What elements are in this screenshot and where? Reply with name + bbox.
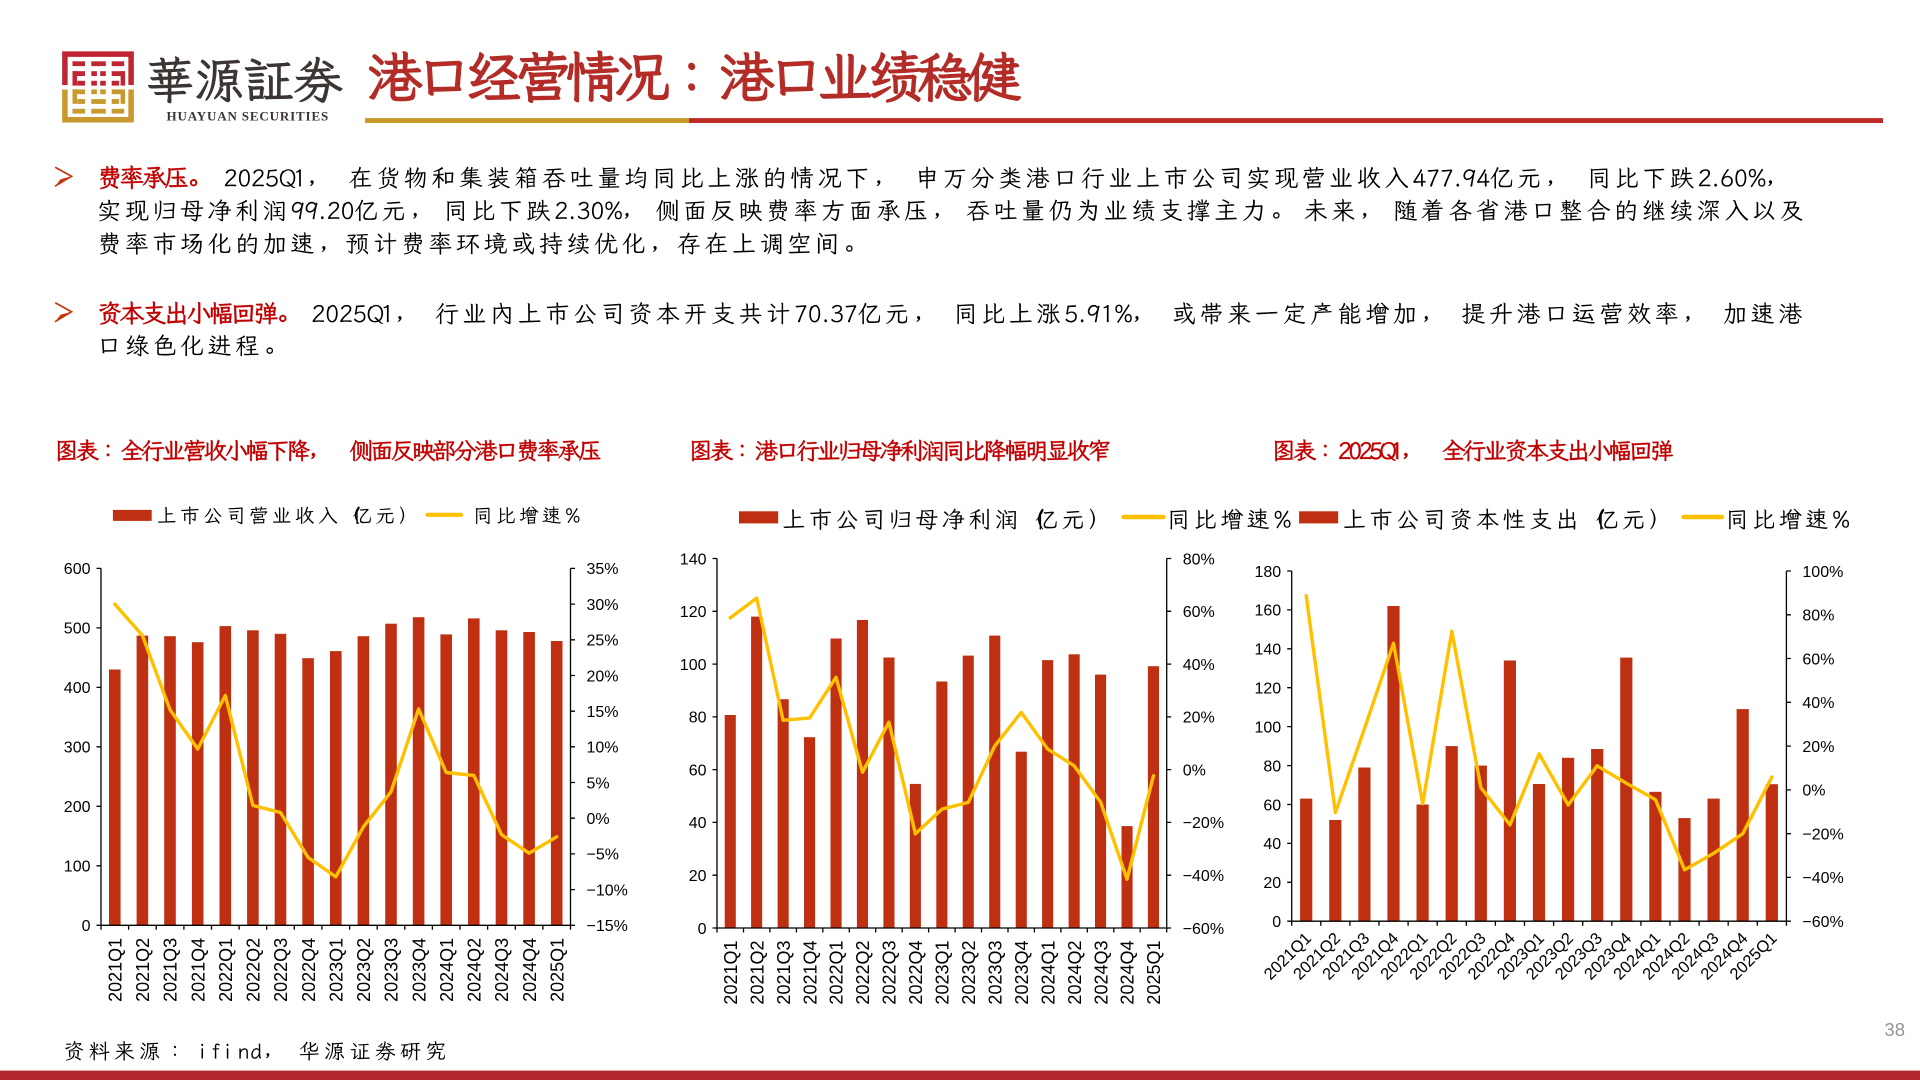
svg-text:−60%: −60%: [1183, 921, 1224, 938]
svg-text:35%: 35%: [587, 561, 619, 578]
svg-text:5%: 5%: [587, 775, 610, 792]
svg-text:2024Q1: 2024Q1: [1038, 941, 1058, 1005]
svg-text:−40%: −40%: [1802, 870, 1843, 887]
svg-text:2022Q4: 2022Q4: [906, 941, 926, 1005]
svg-text:10%: 10%: [587, 740, 619, 757]
svg-text:2025Q1: 2025Q1: [1144, 941, 1164, 1005]
svg-text:20%: 20%: [587, 668, 619, 685]
svg-text:−20%: −20%: [1802, 827, 1843, 844]
svg-text:15%: 15%: [587, 704, 619, 721]
svg-text:500: 500: [64, 621, 91, 638]
svg-text:HUAYUAN SECURITIES: HUAYUAN SECURITIES: [167, 109, 330, 124]
svg-text:2024Q4: 2024Q4: [520, 938, 540, 1002]
svg-text:2023Q1: 2023Q1: [326, 938, 346, 1002]
svg-text:2023Q1: 2023Q1: [933, 941, 953, 1005]
svg-text:2024Q1: 2024Q1: [437, 938, 457, 1002]
svg-text:2024Q2: 2024Q2: [1065, 941, 1085, 1005]
svg-text:0%: 0%: [1802, 783, 1825, 800]
svg-text:80: 80: [689, 710, 707, 727]
svg-text:0%: 0%: [587, 811, 610, 828]
svg-text:20%: 20%: [1802, 739, 1834, 756]
svg-text:200: 200: [64, 799, 91, 816]
svg-text:20%: 20%: [1183, 710, 1215, 727]
svg-text:2021Q1: 2021Q1: [106, 938, 126, 1002]
svg-text:2021Q2: 2021Q2: [747, 941, 767, 1005]
svg-text:180: 180: [1254, 564, 1281, 581]
svg-text:140: 140: [1254, 642, 1281, 659]
svg-text:0: 0: [1272, 914, 1281, 931]
svg-text:25%: 25%: [587, 633, 619, 650]
svg-text:400: 400: [64, 680, 91, 697]
svg-text:60: 60: [1263, 797, 1281, 814]
svg-text:2022Q3: 2022Q3: [880, 941, 900, 1005]
svg-text:0: 0: [82, 918, 91, 935]
svg-text:20: 20: [1263, 875, 1281, 892]
svg-text:40: 40: [689, 815, 707, 832]
svg-text:40%: 40%: [1802, 695, 1834, 712]
svg-text:2023Q3: 2023Q3: [382, 938, 402, 1002]
svg-text:2022Q4: 2022Q4: [299, 938, 319, 1002]
svg-text:60%: 60%: [1802, 651, 1834, 668]
svg-text:2022Q1: 2022Q1: [827, 941, 847, 1005]
svg-text:2021Q3: 2021Q3: [161, 938, 181, 1002]
svg-text:100%: 100%: [1802, 564, 1843, 581]
svg-text:2024Q3: 2024Q3: [1091, 941, 1111, 1005]
svg-text:100: 100: [64, 859, 91, 876]
svg-text:2022Q3: 2022Q3: [271, 938, 291, 1002]
svg-text:2023Q4: 2023Q4: [1012, 941, 1032, 1005]
svg-text:2021Q1: 2021Q1: [721, 941, 741, 1005]
svg-text:−40%: −40%: [1183, 868, 1224, 885]
svg-text:2023Q2: 2023Q2: [354, 938, 374, 1002]
svg-text:300: 300: [64, 740, 91, 757]
svg-text:30%: 30%: [587, 597, 619, 614]
svg-text:80: 80: [1263, 758, 1281, 775]
svg-text:160: 160: [1254, 603, 1281, 620]
svg-text:0: 0: [698, 921, 707, 938]
svg-text:80%: 80%: [1802, 608, 1834, 625]
svg-text:120: 120: [1254, 681, 1281, 698]
svg-text:2021Q3: 2021Q3: [774, 941, 794, 1005]
svg-text:2022Q2: 2022Q2: [244, 938, 264, 1002]
svg-text:100: 100: [1254, 719, 1281, 736]
svg-text:40: 40: [1263, 836, 1281, 853]
svg-text:80%: 80%: [1183, 551, 1215, 568]
svg-text:2023Q4: 2023Q4: [409, 938, 429, 1002]
svg-text:−60%: −60%: [1802, 914, 1843, 931]
svg-text:2023Q2: 2023Q2: [959, 941, 979, 1005]
svg-text:2024Q2: 2024Q2: [465, 938, 485, 1002]
svg-text:120: 120: [680, 604, 707, 621]
svg-text:2022Q1: 2022Q1: [216, 938, 236, 1002]
svg-text:2023Q3: 2023Q3: [986, 941, 1006, 1005]
svg-text:2021Q4: 2021Q4: [188, 938, 208, 1002]
svg-text:−5%: −5%: [587, 847, 619, 864]
svg-text:100: 100: [680, 657, 707, 674]
svg-text:600: 600: [64, 561, 91, 578]
svg-text:40%: 40%: [1183, 657, 1215, 674]
svg-text:−20%: −20%: [1183, 815, 1224, 832]
svg-text:0%: 0%: [1183, 762, 1206, 779]
svg-text:2024Q3: 2024Q3: [492, 938, 512, 1002]
svg-text:60%: 60%: [1183, 604, 1215, 621]
svg-text:20: 20: [689, 868, 707, 885]
svg-text:140: 140: [680, 551, 707, 568]
svg-text:−15%: −15%: [587, 918, 628, 935]
svg-text:−10%: −10%: [587, 882, 628, 899]
svg-text:2024Q4: 2024Q4: [1118, 941, 1138, 1005]
svg-text:2022Q2: 2022Q2: [853, 941, 873, 1005]
svg-text:2021Q4: 2021Q4: [800, 941, 820, 1005]
svg-text:60: 60: [689, 762, 707, 779]
svg-text:2025Q1: 2025Q1: [547, 938, 567, 1002]
svg-text:2021Q2: 2021Q2: [133, 938, 153, 1002]
svg-text:38: 38: [1884, 1019, 1905, 1040]
